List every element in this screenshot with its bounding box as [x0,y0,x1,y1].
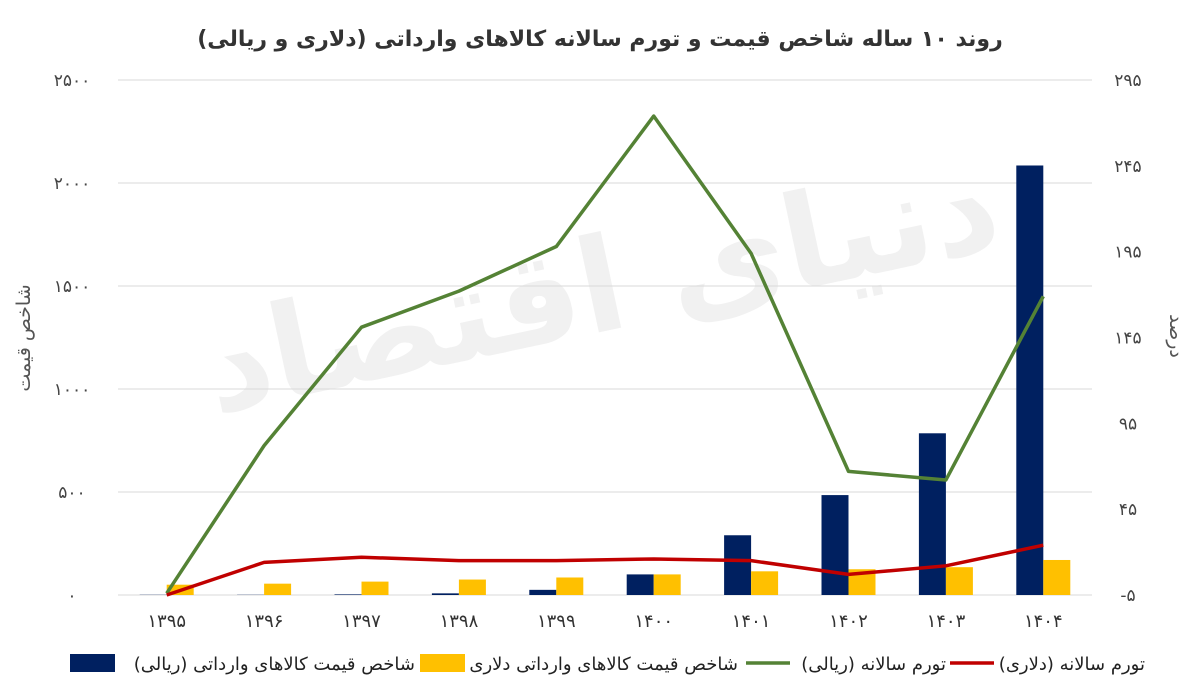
legend-item-dollar-index[interactable]: شاخص قیمت کالاهای وارداتی دلاری [420,654,738,675]
bar [918,433,946,595]
left-tick-label: ۲۵۰۰ [54,71,91,91]
bar [1043,559,1071,595]
chart-title: روند ۱۰ ساله شاخص قیمت و تورم سالانه کال… [197,27,1003,52]
left-tick-label: ۰ [67,586,76,606]
legend-swatch-rial-index [70,654,115,672]
legend: شاخص قیمت کالاهای وارداتی (ریالی) شاخص ق… [70,654,1145,675]
legend-item-rial-inflation[interactable]: تورم سالانه (ریالی) [746,654,946,675]
x-tick-label: ۱۴۰۰ [634,611,673,632]
left-tick-label: ۱۵۰۰ [54,277,91,297]
legend-item-rial-index[interactable]: شاخص قیمت کالاهای وارداتی (ریالی) [70,654,415,675]
legend-label-dollar-index: شاخص قیمت کالاهای وارداتی دلاری [469,654,738,675]
series-line [165,114,1045,595]
bar [1016,165,1044,596]
x-tick-label: ۱۴۰۴ [1024,611,1063,632]
left-axis-label: شاخص قیمت [13,284,35,391]
bar [626,574,654,595]
legend-label-rial-index: شاخص قیمت کالاهای وارداتی (ریالی) [134,654,415,675]
right-tick-label: ۲۴۵ [1114,157,1141,177]
x-tick-label: ۱۳۹۹ [537,611,576,632]
x-tick-label: ۱۳۹۷ [342,611,381,632]
right-axis-ticks: -۵ ۴۵ ۹۵ ۱۴۵ ۱۹۵ ۲۴۵ ۲۹۵ [1114,71,1141,606]
right-tick-label: ۱۹۵ [1114,243,1141,263]
bar [945,567,973,595]
bar [556,577,584,595]
bar [458,579,486,595]
lines [165,114,1045,597]
x-tick-label: ۱۳۹۸ [440,611,479,632]
bar [431,593,459,595]
x-axis-ticks: ۱۳۹۵ ۱۳۹۶ ۱۳۹۷ ۱۳۹۸ ۱۳۹۹ ۱۴۰۰ ۱۴۰۱ ۱۴۰۲ ۱۴۰۳ ۱۴۰۴ [147,611,1062,632]
x-tick-label: ۱۴۰۱ [732,611,771,632]
series-line [166,543,1044,597]
bar [334,594,362,595]
x-tick-label: ۱۳۹۶ [245,611,284,632]
right-tick-label: -۵ [1120,586,1135,606]
left-axis-ticks: ۰ ۵۰۰ ۱۰۰۰ ۱۵۰۰ ۲۰۰۰ ۲۵۰۰ [54,71,91,606]
left-tick-label: ۱۰۰۰ [54,380,91,400]
bar [821,495,849,595]
bar [529,589,557,595]
x-tick-label: ۱۳۹۵ [147,611,186,632]
right-tick-label: ۹۵ [1119,414,1137,434]
x-tick-label: ۱۴۰۳ [927,611,966,632]
left-tick-label: ۵۰۰ [58,483,85,503]
bar [361,581,389,595]
legend-item-dollar-inflation[interactable]: تورم سالانه (دلاری) [950,654,1145,675]
bar [751,571,779,595]
bar [264,583,292,595]
legend-label-dollar-inflation: تورم سالانه (دلاری) [999,654,1145,675]
left-tick-label: ۲۰۰۰ [54,174,91,194]
bar [724,535,752,595]
bar [653,574,681,595]
legend-swatch-dollar-index [420,654,465,672]
right-tick-label: ۱۴۵ [1114,329,1141,349]
right-tick-label: ۴۵ [1119,500,1137,520]
legend-label-rial-inflation: تورم سالانه (ریالی) [801,654,946,675]
right-tick-label: ۲۹۵ [1114,71,1141,91]
right-axis-label: درصد [1165,314,1187,358]
x-tick-label: ۱۴۰۲ [829,611,868,632]
